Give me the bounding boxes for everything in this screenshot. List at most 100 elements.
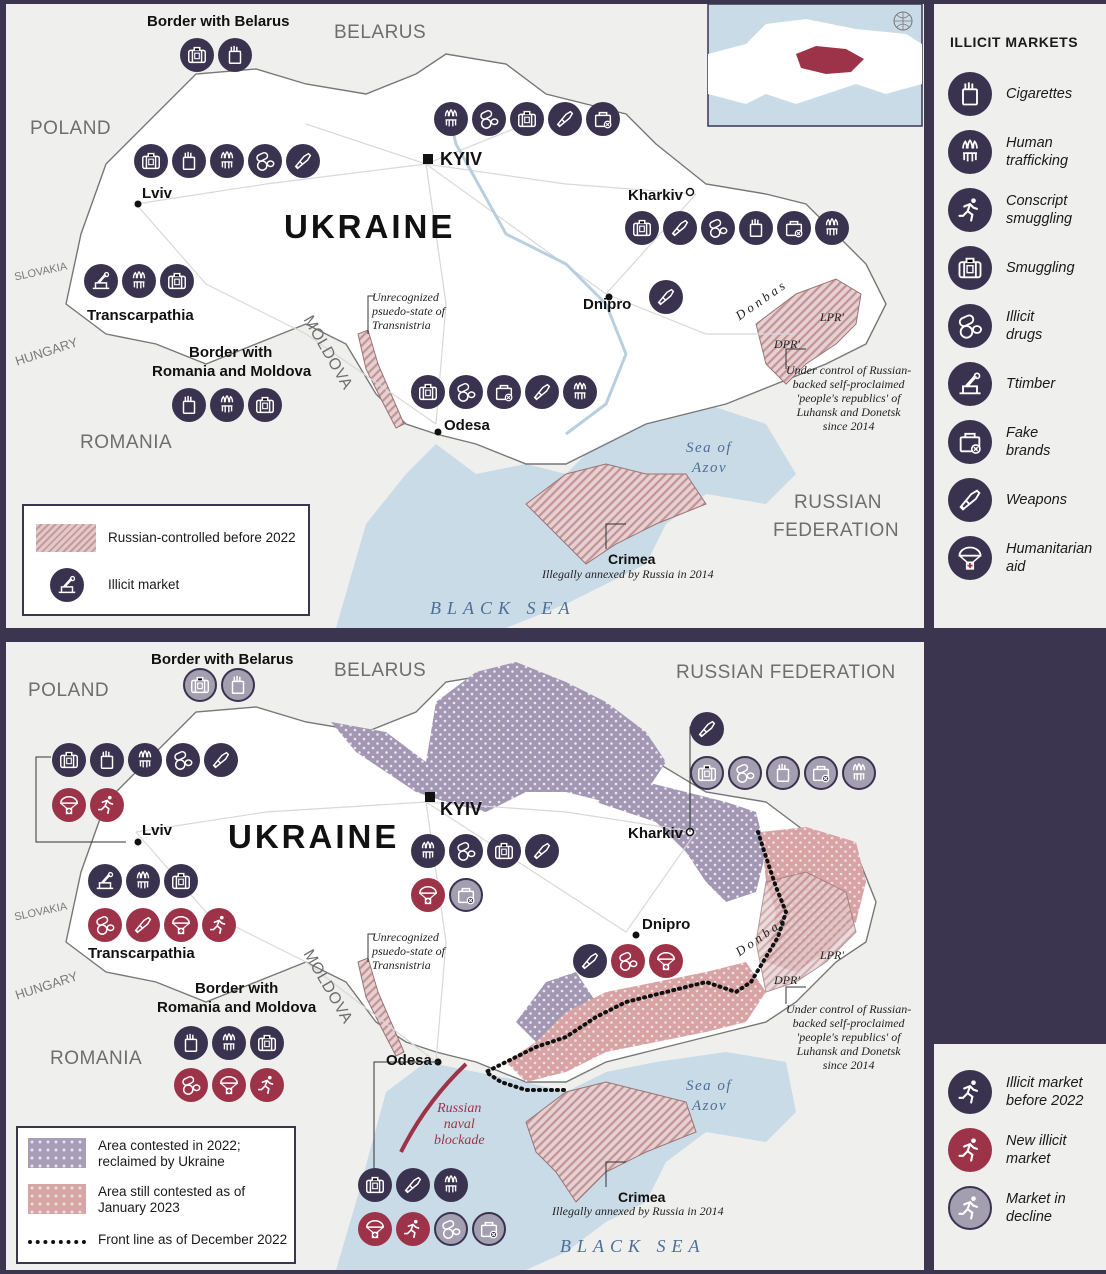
note-naval-blockade: Russian naval blockade: [434, 1101, 485, 1148]
smuggling-icon: [690, 756, 724, 790]
odesa-row2: [358, 1212, 506, 1246]
illicit-drugs-icon: [88, 908, 122, 942]
humanitarian-aid-icon: [212, 1068, 246, 1102]
illicit-drugs-icon: [472, 102, 506, 136]
cigarettes-icon: [172, 144, 206, 178]
legend-frontline-label: Front line as of December 2022: [98, 1232, 288, 1247]
sea-black-sea-2: BLACK SEA: [560, 1236, 706, 1256]
sidebar-item: Illicit drugs: [948, 304, 1102, 348]
note-transnistria: Unrecognized psuedo-state of Transnistri…: [372, 290, 445, 332]
label-russian-federation-2: RUSSIAN FEDERATION: [676, 662, 896, 683]
human-trafficking-icon: [434, 102, 468, 136]
legend-reclaimed-label: Area contested in 2022; reclaimed by Ukr…: [98, 1138, 241, 1169]
legend-hatched-label: Russian-controlled before 2022: [108, 530, 296, 545]
smuggling-icon: [164, 864, 198, 898]
status-new-icon: [948, 1128, 992, 1172]
sea-azov-1b: Sea of: [686, 1078, 733, 1094]
weapons-icon: [663, 211, 697, 245]
cigarettes-icon: [948, 72, 992, 116]
sidebar-item: Weapons: [948, 478, 1102, 522]
city-kyiv-2: KYIV: [440, 799, 483, 819]
label-belarus: BELARUS: [334, 22, 427, 43]
lviv-markets-row2: [52, 788, 124, 822]
legend-market-icon: [50, 568, 84, 602]
sidebar-item: Fake brands: [948, 420, 1102, 464]
cigarettes-icon: [90, 743, 124, 777]
region-crimea-2: Crimea: [618, 1189, 666, 1205]
sidebar-item: Conscript smuggling: [948, 188, 1102, 232]
human-trafficking-icon: [128, 743, 162, 777]
sidebar-item: Cigarettes: [948, 72, 1102, 116]
humanitarian-aid-icon: [649, 944, 683, 978]
kyiv-markets-row1: [411, 834, 559, 868]
conscript-smuggling-icon: [250, 1068, 284, 1102]
sidebar-item: Humanitarian aid: [948, 536, 1102, 580]
region-crimea: Crimea: [608, 551, 656, 567]
conscript-smuggling-icon: [90, 788, 124, 822]
note-dpr-2: DPR': [774, 973, 800, 987]
sidebar-item-label: Weapons: [1006, 492, 1067, 508]
legend-hatch-swatch: [36, 524, 96, 552]
human-trafficking-icon: [948, 130, 992, 174]
kharkiv-markets-row1: [690, 712, 724, 746]
weapons-icon: [649, 280, 683, 314]
sea-azov-1: Sea of: [686, 440, 733, 456]
smuggling-icon: [180, 38, 214, 72]
dnipro-markets: [649, 280, 683, 314]
status-legend-item: New illicit market: [948, 1128, 1102, 1172]
timber-icon: [948, 362, 992, 406]
label-belarus-2: BELARUS: [334, 660, 427, 681]
conscript-smuggling-icon: [396, 1212, 430, 1246]
reclaimed-kharkiv: [596, 782, 766, 902]
sidebar-item-label: Illicit drugs: [1006, 309, 1043, 343]
smuggling-icon: [52, 743, 86, 777]
smuggling-icon: [250, 1026, 284, 1060]
region-romania-moldova-2b: Romania and Moldova: [157, 999, 317, 1016]
smuggling-icon: [134, 144, 168, 178]
human-trafficking-icon: [126, 864, 160, 898]
timber-icon: [88, 864, 122, 898]
timber-icon: [84, 264, 118, 298]
cigarettes-icon: [174, 1026, 208, 1060]
crimea-hatched: [525, 463, 707, 565]
illicit-drugs-icon: [728, 756, 762, 790]
note-crimea-annexed-2: Illegally annexed by Russia in 2014: [552, 1204, 724, 1218]
city-odesa: Odesa: [444, 417, 490, 434]
smuggling-icon: [487, 834, 521, 868]
region-transcarpathia: Transcarpathia: [87, 307, 194, 324]
weapons-icon: [286, 144, 320, 178]
sea-black-sea: BLACK SEA: [430, 598, 576, 618]
fake-brands-icon: [449, 878, 483, 912]
fake-brands-icon: [804, 756, 838, 790]
sidebar-item-label: Smuggling: [1006, 260, 1075, 276]
legend-contested-label: Area still contested as of January 2023: [98, 1184, 246, 1215]
region-romania-moldova-1: Border with: [189, 344, 273, 361]
label-poland: POLAND: [30, 118, 112, 139]
weapons-icon: [396, 1168, 430, 1202]
region-belarus-border: Border with Belarus: [147, 13, 290, 30]
weapons-icon: [525, 834, 559, 868]
city-kharkiv-2: Kharkiv: [628, 825, 684, 842]
sidebar-item-label: Cigarettes: [1006, 86, 1073, 102]
conscript-smuggling-icon: [948, 188, 992, 232]
legend-contested-swatch: [28, 1184, 86, 1214]
smuggling-icon: [183, 668, 217, 702]
note-dpr: DPR': [774, 337, 800, 351]
sidebar-item: Smuggling: [948, 246, 1102, 290]
smuggling-icon: [948, 246, 992, 290]
page-title-ukraine-2: UKRAINE: [228, 818, 400, 855]
label-russian: RUSSIAN: [794, 492, 882, 513]
weapons-icon: [525, 375, 559, 409]
inset-ukraine: [796, 46, 864, 74]
legend-reclaimed-swatch: [28, 1138, 86, 1168]
status-legend-label: Market in decline: [1006, 1191, 1066, 1225]
sidebar-illicit-markets: ILLICIT MARKETS Cigarettes Human traffick…: [934, 4, 1106, 628]
city-lviv-2: Lviv: [142, 822, 173, 839]
fake-brands-icon: [472, 1212, 506, 1246]
fake-brands-icon: [487, 375, 521, 409]
sidebar-item-label: Conscript smuggling: [1006, 193, 1073, 227]
smuggling-icon: [358, 1168, 392, 1202]
smuggling-icon: [510, 102, 544, 136]
lviv-markets: [134, 144, 320, 178]
transcarpathia-markets: [84, 264, 194, 298]
